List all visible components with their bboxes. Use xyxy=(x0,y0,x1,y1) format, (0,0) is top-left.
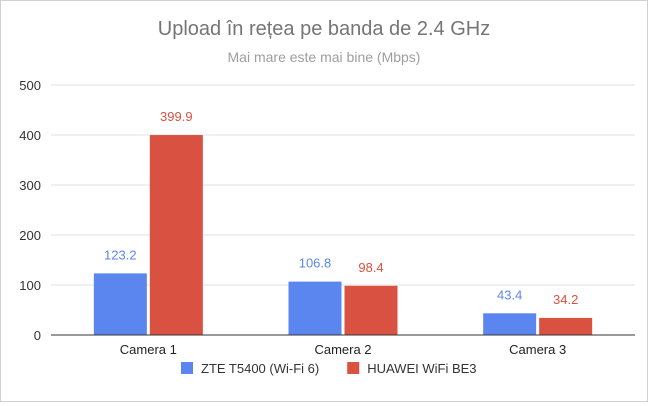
data-label: 399.9 xyxy=(160,109,193,124)
legend: ZTE T5400 (Wi-Fi 6) HUAWEI WiFi BE3 xyxy=(181,361,477,376)
data-label: 43.4 xyxy=(497,287,522,302)
bar xyxy=(288,281,342,335)
data-labels: 123.2 399.9 106.8 98.4 43.4 34.2 xyxy=(104,109,578,307)
data-label: 123.2 xyxy=(104,247,137,262)
y-tick-label: 0 xyxy=(34,328,41,343)
chart-title: Upload în rețea pe banda de 2.4 GHz xyxy=(158,18,490,40)
x-tick-label: Camera 2 xyxy=(314,342,371,357)
data-label: 106.8 xyxy=(299,256,332,271)
y-tick-label: 300 xyxy=(19,178,41,193)
legend-label: HUAWEI WiFi BE3 xyxy=(367,361,476,376)
data-label: 34.2 xyxy=(553,292,578,307)
y-tick-label: 100 xyxy=(19,278,41,293)
data-label: 98.4 xyxy=(358,260,383,275)
chart-subtitle: Mai mare este mai bine (Mbps) xyxy=(228,49,421,65)
x-tick-label: Camera 3 xyxy=(509,342,566,357)
bar xyxy=(93,273,147,335)
bar xyxy=(483,313,537,335)
bar xyxy=(344,285,398,335)
x-tick-label: Camera 1 xyxy=(120,342,177,357)
gridlines xyxy=(51,84,635,286)
bars xyxy=(93,135,593,335)
legend-label: ZTE T5400 (Wi-Fi 6) xyxy=(201,361,319,376)
legend-swatch xyxy=(347,362,360,374)
bar xyxy=(149,135,203,335)
y-tick-label: 400 xyxy=(19,128,41,143)
y-axis-tick-labels: 0 100 200 300 400 500 xyxy=(19,78,41,343)
y-tick-label: 500 xyxy=(19,78,41,93)
x-axis-tick-labels: Camera 1 Camera 2 Camera 3 xyxy=(120,342,566,357)
y-tick-label: 200 xyxy=(19,228,41,243)
bar xyxy=(539,317,593,335)
legend-swatch xyxy=(181,362,193,374)
